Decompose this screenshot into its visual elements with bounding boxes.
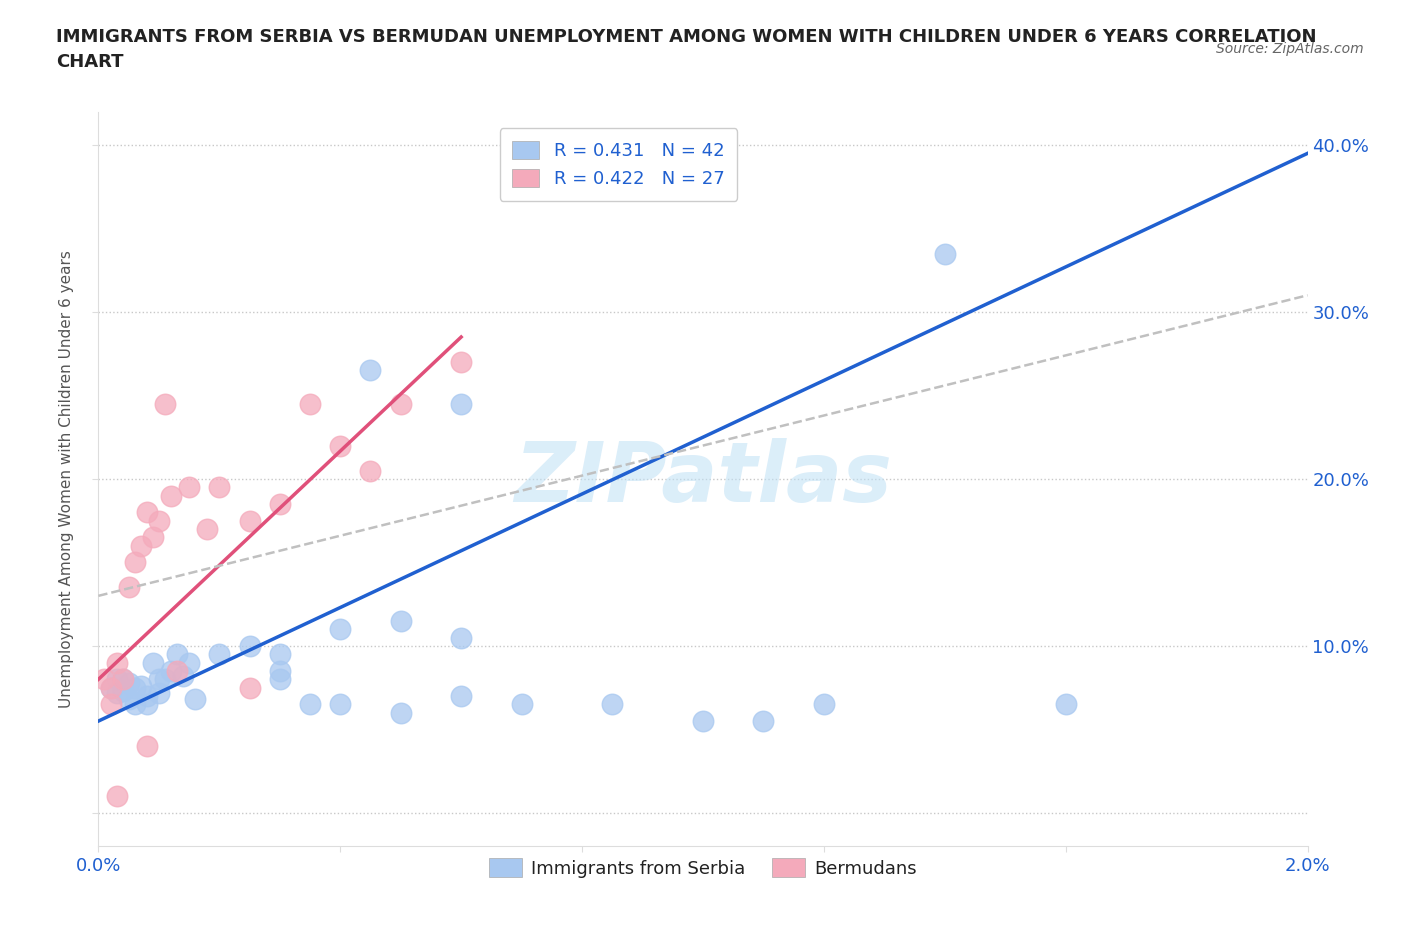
Point bbox=[239, 680, 262, 695]
Point bbox=[129, 538, 152, 553]
Point bbox=[135, 738, 157, 753]
Point bbox=[153, 671, 176, 686]
Point bbox=[239, 639, 262, 654]
Point bbox=[208, 647, 231, 662]
Point bbox=[100, 697, 122, 711]
Point bbox=[105, 685, 128, 700]
Point bbox=[105, 656, 128, 671]
Point bbox=[160, 663, 183, 678]
Point bbox=[111, 671, 134, 686]
Point bbox=[93, 671, 115, 686]
Point bbox=[329, 438, 352, 453]
Point bbox=[135, 688, 157, 703]
Point bbox=[299, 697, 322, 711]
Point bbox=[450, 688, 472, 703]
Text: Source: ZipAtlas.com: Source: ZipAtlas.com bbox=[1216, 42, 1364, 56]
Point bbox=[148, 685, 170, 700]
Point bbox=[934, 246, 956, 261]
Point bbox=[450, 354, 472, 369]
Point bbox=[129, 679, 152, 694]
Point bbox=[813, 697, 835, 711]
Point bbox=[142, 530, 165, 545]
Point bbox=[105, 789, 128, 804]
Point bbox=[269, 663, 291, 678]
Point bbox=[111, 671, 134, 686]
Point bbox=[329, 697, 352, 711]
Point bbox=[166, 647, 188, 662]
Point bbox=[111, 684, 134, 698]
Point bbox=[135, 505, 157, 520]
Point bbox=[1054, 697, 1077, 711]
Point bbox=[148, 671, 170, 686]
Point bbox=[142, 656, 165, 671]
Text: ZIPatlas: ZIPatlas bbox=[515, 438, 891, 520]
Point bbox=[692, 713, 714, 728]
Point bbox=[208, 480, 231, 495]
Y-axis label: Unemployment Among Women with Children Under 6 years: Unemployment Among Women with Children U… bbox=[59, 250, 75, 708]
Point bbox=[100, 680, 122, 695]
Point bbox=[269, 671, 291, 686]
Text: IMMIGRANTS FROM SERBIA VS BERMUDAN UNEMPLOYMENT AMONG WOMEN WITH CHILDREN UNDER : IMMIGRANTS FROM SERBIA VS BERMUDAN UNEMP… bbox=[56, 28, 1317, 71]
Point bbox=[184, 692, 207, 707]
Point bbox=[179, 656, 201, 671]
Point bbox=[510, 697, 533, 711]
Point bbox=[602, 697, 624, 711]
Point bbox=[389, 396, 412, 411]
Point bbox=[153, 396, 176, 411]
Legend: Immigrants from Serbia, Bermudans: Immigrants from Serbia, Bermudans bbox=[482, 851, 924, 885]
Point bbox=[105, 671, 128, 686]
Point bbox=[299, 396, 322, 411]
Point bbox=[450, 396, 472, 411]
Point bbox=[752, 713, 775, 728]
Point bbox=[195, 522, 218, 537]
Point bbox=[118, 692, 141, 707]
Point bbox=[269, 647, 291, 662]
Point bbox=[239, 513, 262, 528]
Point bbox=[269, 497, 291, 512]
Point bbox=[160, 488, 183, 503]
Point bbox=[360, 363, 382, 378]
Point bbox=[360, 463, 382, 478]
Point bbox=[135, 697, 157, 711]
Point bbox=[118, 675, 141, 690]
Point bbox=[450, 631, 472, 645]
Point bbox=[329, 622, 352, 637]
Point bbox=[118, 580, 141, 595]
Point bbox=[389, 614, 412, 629]
Point bbox=[389, 705, 412, 720]
Point bbox=[148, 513, 170, 528]
Point bbox=[124, 697, 146, 711]
Point bbox=[166, 663, 188, 678]
Point bbox=[172, 669, 194, 684]
Point bbox=[124, 555, 146, 570]
Point bbox=[124, 680, 146, 695]
Point bbox=[179, 480, 201, 495]
Point bbox=[100, 680, 122, 695]
